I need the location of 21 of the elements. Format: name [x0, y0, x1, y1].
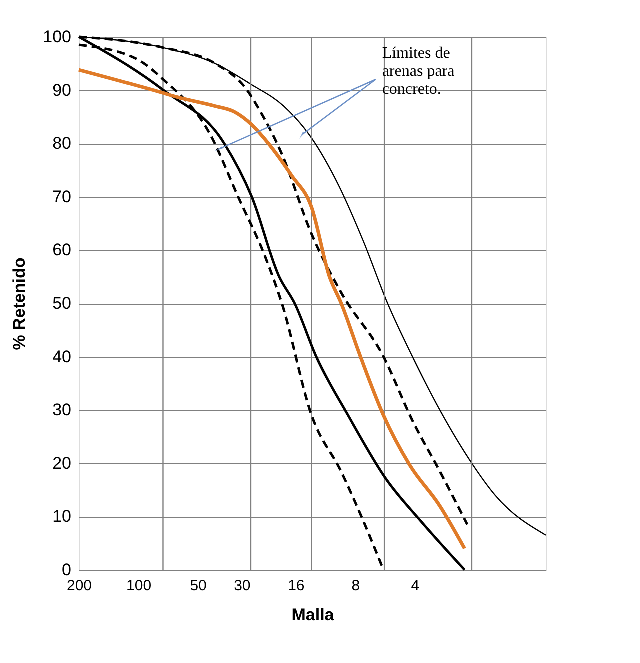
- x-axis-title: Malla: [292, 606, 335, 624]
- y-tick-label: 70: [52, 187, 72, 206]
- x-tick-label: 30: [234, 578, 251, 594]
- x-tick-label: 16: [288, 578, 305, 594]
- y-tick-label: 50: [52, 294, 72, 313]
- y-tick-label: 80: [52, 134, 72, 154]
- y-tick-label: 30: [52, 400, 72, 420]
- y-tick-label: 20: [52, 454, 72, 473]
- x-tick-label: 4: [411, 578, 420, 594]
- x-tick-label: 8: [352, 578, 360, 594]
- x-tick-label: 100: [126, 578, 152, 594]
- x-tick-label: 200: [66, 578, 92, 594]
- y-tick-label: 60: [52, 240, 72, 260]
- y-tick-label: 10: [52, 507, 72, 526]
- y-tick-label: 100: [43, 28, 72, 46]
- y-tick-label: 90: [52, 80, 72, 100]
- annotation: Límites de arenas para concreto.: [382, 44, 455, 98]
- y-tick-label: 40: [52, 347, 72, 366]
- y-axis-title: % Retenido: [10, 258, 30, 350]
- x-tick-label: 50: [190, 578, 207, 594]
- y-tick-label: 0: [62, 560, 72, 580]
